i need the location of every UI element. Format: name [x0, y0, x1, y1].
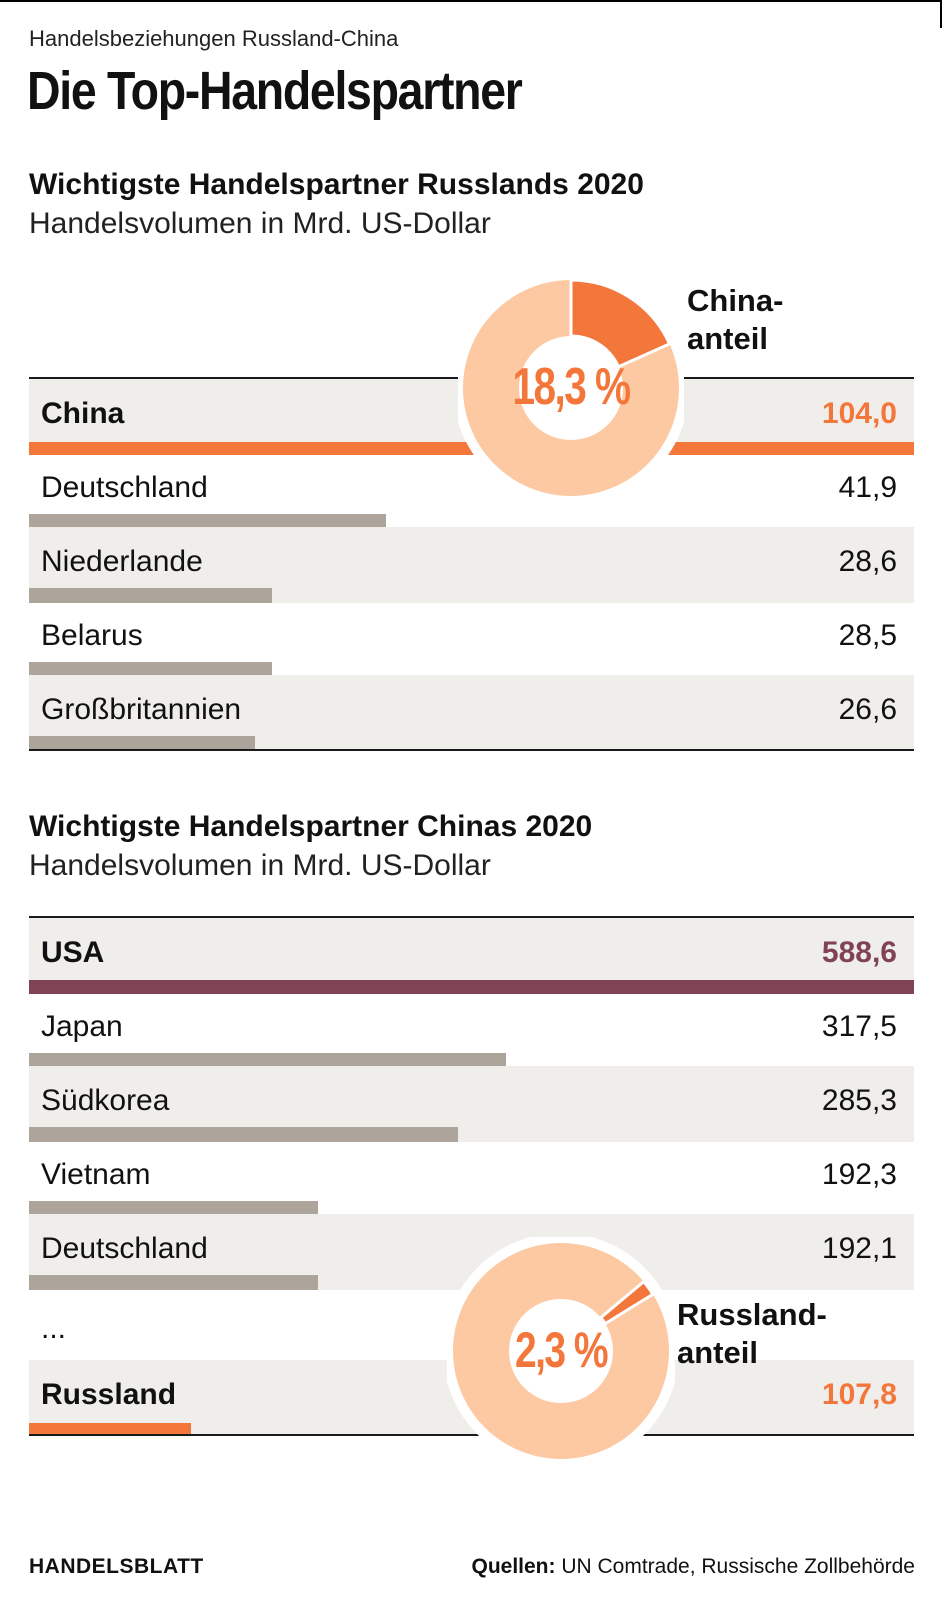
category-label: Japan	[41, 1010, 123, 1043]
table-bottom-rule	[29, 1434, 914, 1436]
sources-text: UN Comtrade, Russische Zollbehörde	[561, 1555, 915, 1578]
value-label: 41,9	[838, 471, 897, 504]
russia-share-label: Russland- anteil	[677, 1296, 827, 1372]
russia-chart-subtitle: Handelsvolumen in Mrd. US-Dollar	[29, 207, 491, 240]
russia-share-label-line1: Russland-	[677, 1297, 827, 1332]
china-chart-title: Wichtigste Handelspartner Chinas 2020	[29, 810, 593, 843]
value-label: 28,5	[838, 619, 897, 652]
category-label: Vietnam	[41, 1158, 151, 1191]
value-label: 192,3	[821, 1158, 897, 1191]
top-rule	[0, 0, 942, 2]
category-label: Deutschland	[41, 471, 208, 504]
bar	[29, 588, 272, 603]
russia-share-label-line2: anteil	[677, 1335, 758, 1370]
value-label: 26,6	[838, 693, 897, 726]
value-label: 104,0	[821, 397, 897, 430]
bar-row-japan: Japan 317,5	[29, 992, 914, 1068]
russia-chart-title: Wichtigste Handelspartner Russlands 2020	[29, 168, 644, 201]
category-label: Niederlande	[41, 545, 203, 578]
category-label: Großbritannien	[41, 693, 242, 726]
value-label: 285,3	[821, 1084, 897, 1117]
donut-center-label: 2,3 %	[515, 1321, 608, 1378]
bar	[29, 736, 255, 751]
ellipsis-label: ...	[41, 1312, 67, 1345]
table-top-rule	[29, 916, 914, 918]
bar	[29, 514, 386, 529]
donut-rest-slice	[453, 1243, 669, 1459]
china-share-label-line2: anteil	[687, 321, 768, 356]
value-label: 192,1	[821, 1232, 897, 1265]
category-label: Russland	[41, 1378, 177, 1411]
bar-row-belarus: Belarus 28,5	[29, 601, 914, 677]
sources-label: Quellen:	[471, 1555, 556, 1578]
russia-partners-chart: China 104,0 Deutschland 41,9 Niederlande 28,6…	[29, 377, 914, 751]
bar-row-grossbritannien: Großbritannien 26,6	[29, 675, 914, 751]
category-label: Südkorea	[41, 1084, 170, 1117]
ellipsis-row: ...	[29, 1288, 914, 1360]
brand-footer: HANDELSBLATT	[29, 1555, 204, 1578]
bar-row-vietnam: Vietnam 192,3	[29, 1140, 914, 1216]
corner-rule	[940, 0, 942, 28]
bar	[29, 1423, 191, 1436]
kicker: Handelsbeziehungen Russland-China	[29, 26, 399, 51]
china-share-donut: 18,3 %	[458, 275, 684, 501]
bar	[29, 1275, 318, 1290]
china-share-label-line1: China-	[687, 283, 784, 318]
china-chart-subtitle: Handelsvolumen in Mrd. US-Dollar	[29, 849, 491, 882]
bar-row-suedkorea: Südkorea 285,3	[29, 1066, 914, 1142]
bar-row-usa: USA 588,6	[29, 918, 914, 994]
table-bottom-rule	[29, 749, 914, 751]
value-label: 107,8	[821, 1378, 897, 1411]
value-label: 588,6	[821, 936, 897, 969]
bar	[29, 1053, 506, 1068]
headline: Die Top-Handelspartner	[27, 61, 523, 121]
category-label: USA	[41, 936, 105, 969]
bar	[29, 662, 272, 677]
bar-row-niederlande: Niederlande 28,6	[29, 527, 914, 603]
value-label: 317,5	[821, 1010, 897, 1043]
bar-row-deutschland: Deutschland 41,9	[29, 453, 914, 529]
donut-center-label: 18,3 %	[513, 357, 631, 415]
sources-footer: Quellen: UN Comtrade, Russische Zollbehö…	[471, 1555, 915, 1579]
russia-share-donut: 2,3 %	[447, 1237, 675, 1465]
category-label: China	[41, 397, 125, 430]
bar	[29, 1127, 458, 1142]
category-label: Belarus	[41, 619, 143, 652]
china-share-label: China- anteil	[687, 282, 783, 358]
donut-svg: 2,3 %	[447, 1237, 675, 1465]
bar	[29, 980, 914, 994]
value-label: 28,6	[838, 545, 897, 578]
donut-share-slice	[569, 278, 672, 369]
category-label: Deutschland	[41, 1232, 208, 1265]
bar	[29, 1201, 318, 1216]
donut-share-slice	[598, 1279, 655, 1326]
donut-svg: 18,3 %	[458, 275, 684, 501]
